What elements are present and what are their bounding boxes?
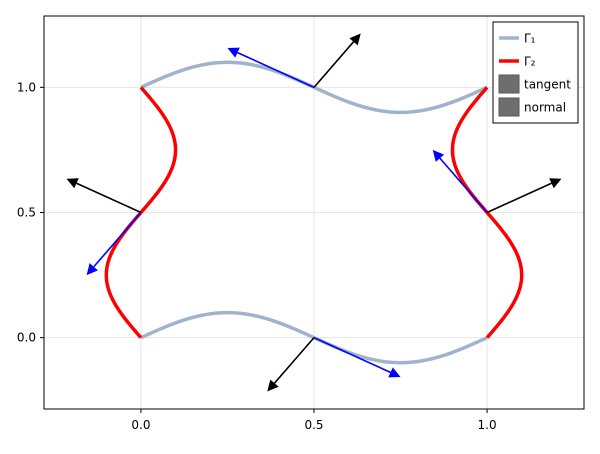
tangent-arrow-3-head [86,263,98,276]
tangent-arrow-2-head [388,367,401,378]
vector-arrows [66,33,562,392]
normal-arrow-1-shaft [313,41,355,88]
tangent-arrow-4-head [432,149,445,162]
normal-arrow-4 [486,178,562,214]
normal-arrow-1 [313,33,361,88]
y-tick-label-0: 0.0 [17,331,36,345]
tangent-arrow-1-head [227,47,240,58]
y-tick-label-2: 1.0 [17,80,36,94]
x-tick-label-1: 0.5 [304,418,323,432]
legend-label: tangent [524,78,571,92]
legend-item-: Γ₁ [499,32,536,46]
normal-arrow-3-shaft [76,182,142,214]
x-tick-label-2: 1.0 [478,418,497,432]
legend-item-tangent: tangent [498,74,571,94]
x-tick-label-0: 0.0 [131,418,150,432]
normal-arrow-4-shaft [486,182,552,214]
legend-label: normal [524,101,566,115]
tangent-arrow-4 [432,149,488,214]
legend-label: Γ₁ [524,32,536,46]
normal-arrow-1-head [349,33,361,46]
legend-item-normal: normal [498,97,566,117]
normal-arrow-2 [267,337,315,392]
tangent-arrow-1-shaft [237,51,315,89]
tangent-arrow-3-shaft [93,211,142,268]
axis-ticks: 0.0 0.5 1.0 0.0 0.5 1.0 [17,80,497,432]
tangent-arrow-1 [227,47,315,89]
tangent-arrow-2-shaft [313,336,391,374]
tangent-arrow-4-shaft [439,157,488,214]
legend: Γ₁ Γ₂ tangent normal [492,21,579,124]
normal-arrow-2-head [267,379,279,392]
y-tick-label-1: 0.5 [17,206,36,220]
normal-arrow-3-head [66,178,79,189]
normal-arrow-2-shaft [273,337,315,384]
legend-swatch-patch [498,97,520,117]
legend-swatch-patch [498,74,520,94]
legend-label: Γ₂ [524,55,536,69]
normal-arrow-4-head [549,178,562,189]
normal-arrow-3 [66,178,142,214]
legend-item-: Γ₂ [499,55,536,69]
tangent-arrow-2 [313,336,401,378]
tangent-arrow-3 [86,211,142,276]
